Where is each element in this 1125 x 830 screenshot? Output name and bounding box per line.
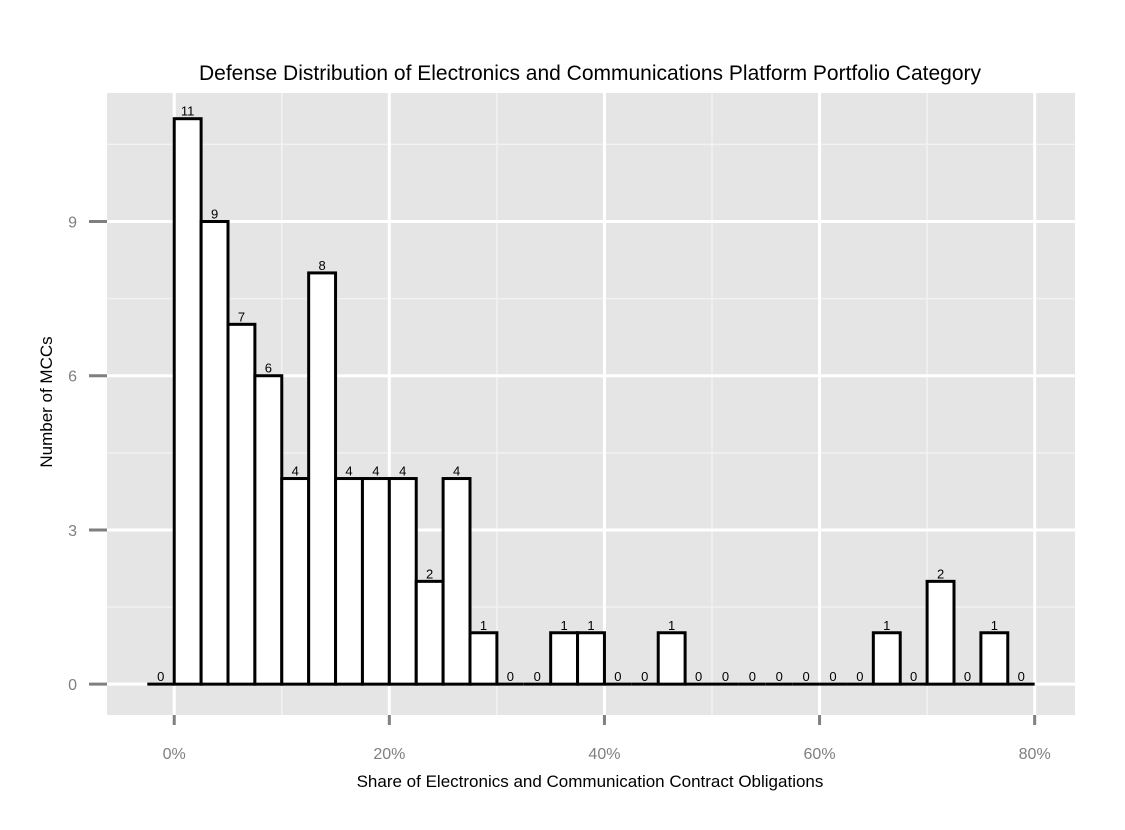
histogram-bar [334,477,364,686]
bar-value-label: 1 [668,618,675,633]
bar-value-label: 4 [292,464,299,479]
bar-value-label: 4 [345,464,352,479]
bar-value-label: 4 [399,464,406,479]
histogram-bar [656,631,687,686]
histogram-bar [307,271,338,686]
bar-value-label: 0 [1018,669,1025,684]
x-tick-label: 0% [163,746,186,763]
x-axis: 0% 20% 40% 60% 80% [163,715,1051,763]
x-tick-label: 80% [1019,746,1051,763]
bar-value-label: 1 [480,618,487,633]
histogram-bar [468,631,499,686]
bar-value-label: 0 [964,669,971,684]
bar-value-label: 4 [453,464,460,479]
bar-value-label: 0 [722,669,729,684]
bar-value-label: 1 [560,618,567,633]
bar-value-label: 11 [181,104,195,119]
histogram-bar [871,631,902,686]
histogram-bar [253,374,284,686]
bar-value-label: 0 [641,669,648,684]
bar-value-label: 9 [211,207,218,222]
chart-title: Defense Distribution of Electronics and … [199,62,982,85]
bar-value-label: 1 [991,618,998,633]
bar-value-label: 0 [157,669,164,684]
bar-value-label: 8 [318,258,325,273]
y-tick-label: 6 [68,369,77,386]
histogram-bar [549,631,580,686]
histogram-bar [979,631,1010,686]
y-axis-label: Number of MCCs [37,336,56,467]
bar-value-label: 0 [776,669,783,684]
bar-value-label: 0 [829,669,836,684]
histogram-bar [925,579,956,686]
y-tick-label: 9 [68,215,77,232]
bar-value-label: 0 [910,669,917,684]
y-tick-label: 0 [68,677,77,694]
bar-value-label: 0 [614,669,621,684]
x-tick-label: 20% [373,746,405,763]
bar-value-label: 0 [507,669,514,684]
bar-value-label: 0 [856,669,863,684]
x-tick-label: 40% [588,746,620,763]
y-axis: 0 3 6 9 [68,215,107,694]
bar-value-label: 0 [534,669,541,684]
x-axis-label: Share of Electronics and Communication C… [357,772,824,791]
histogram-bar [199,220,230,686]
bar-value-label: 0 [749,669,756,684]
histogram-bar [414,579,445,686]
histogram-bar [576,631,606,686]
histogram-bar [360,477,391,686]
histogram-bar [280,477,311,686]
histogram-bar [387,477,418,686]
bar-value-label: 0 [802,669,809,684]
bars [147,117,1035,686]
bar-value-label: 6 [265,361,272,376]
x-tick-label: 60% [804,746,836,763]
histogram-bar [226,322,257,686]
bar-value-label: 1 [587,618,594,633]
bar-value-label: 2 [937,566,944,581]
bar-value-label: 0 [695,669,702,684]
bar-value-label: 1 [883,618,890,633]
bar-value-label: 2 [426,566,433,581]
histogram-bar [172,117,203,686]
histogram-bar [441,477,472,686]
y-tick-label: 3 [68,523,77,540]
bar-value-label: 4 [372,464,379,479]
bar-value-label: 7 [238,309,245,324]
